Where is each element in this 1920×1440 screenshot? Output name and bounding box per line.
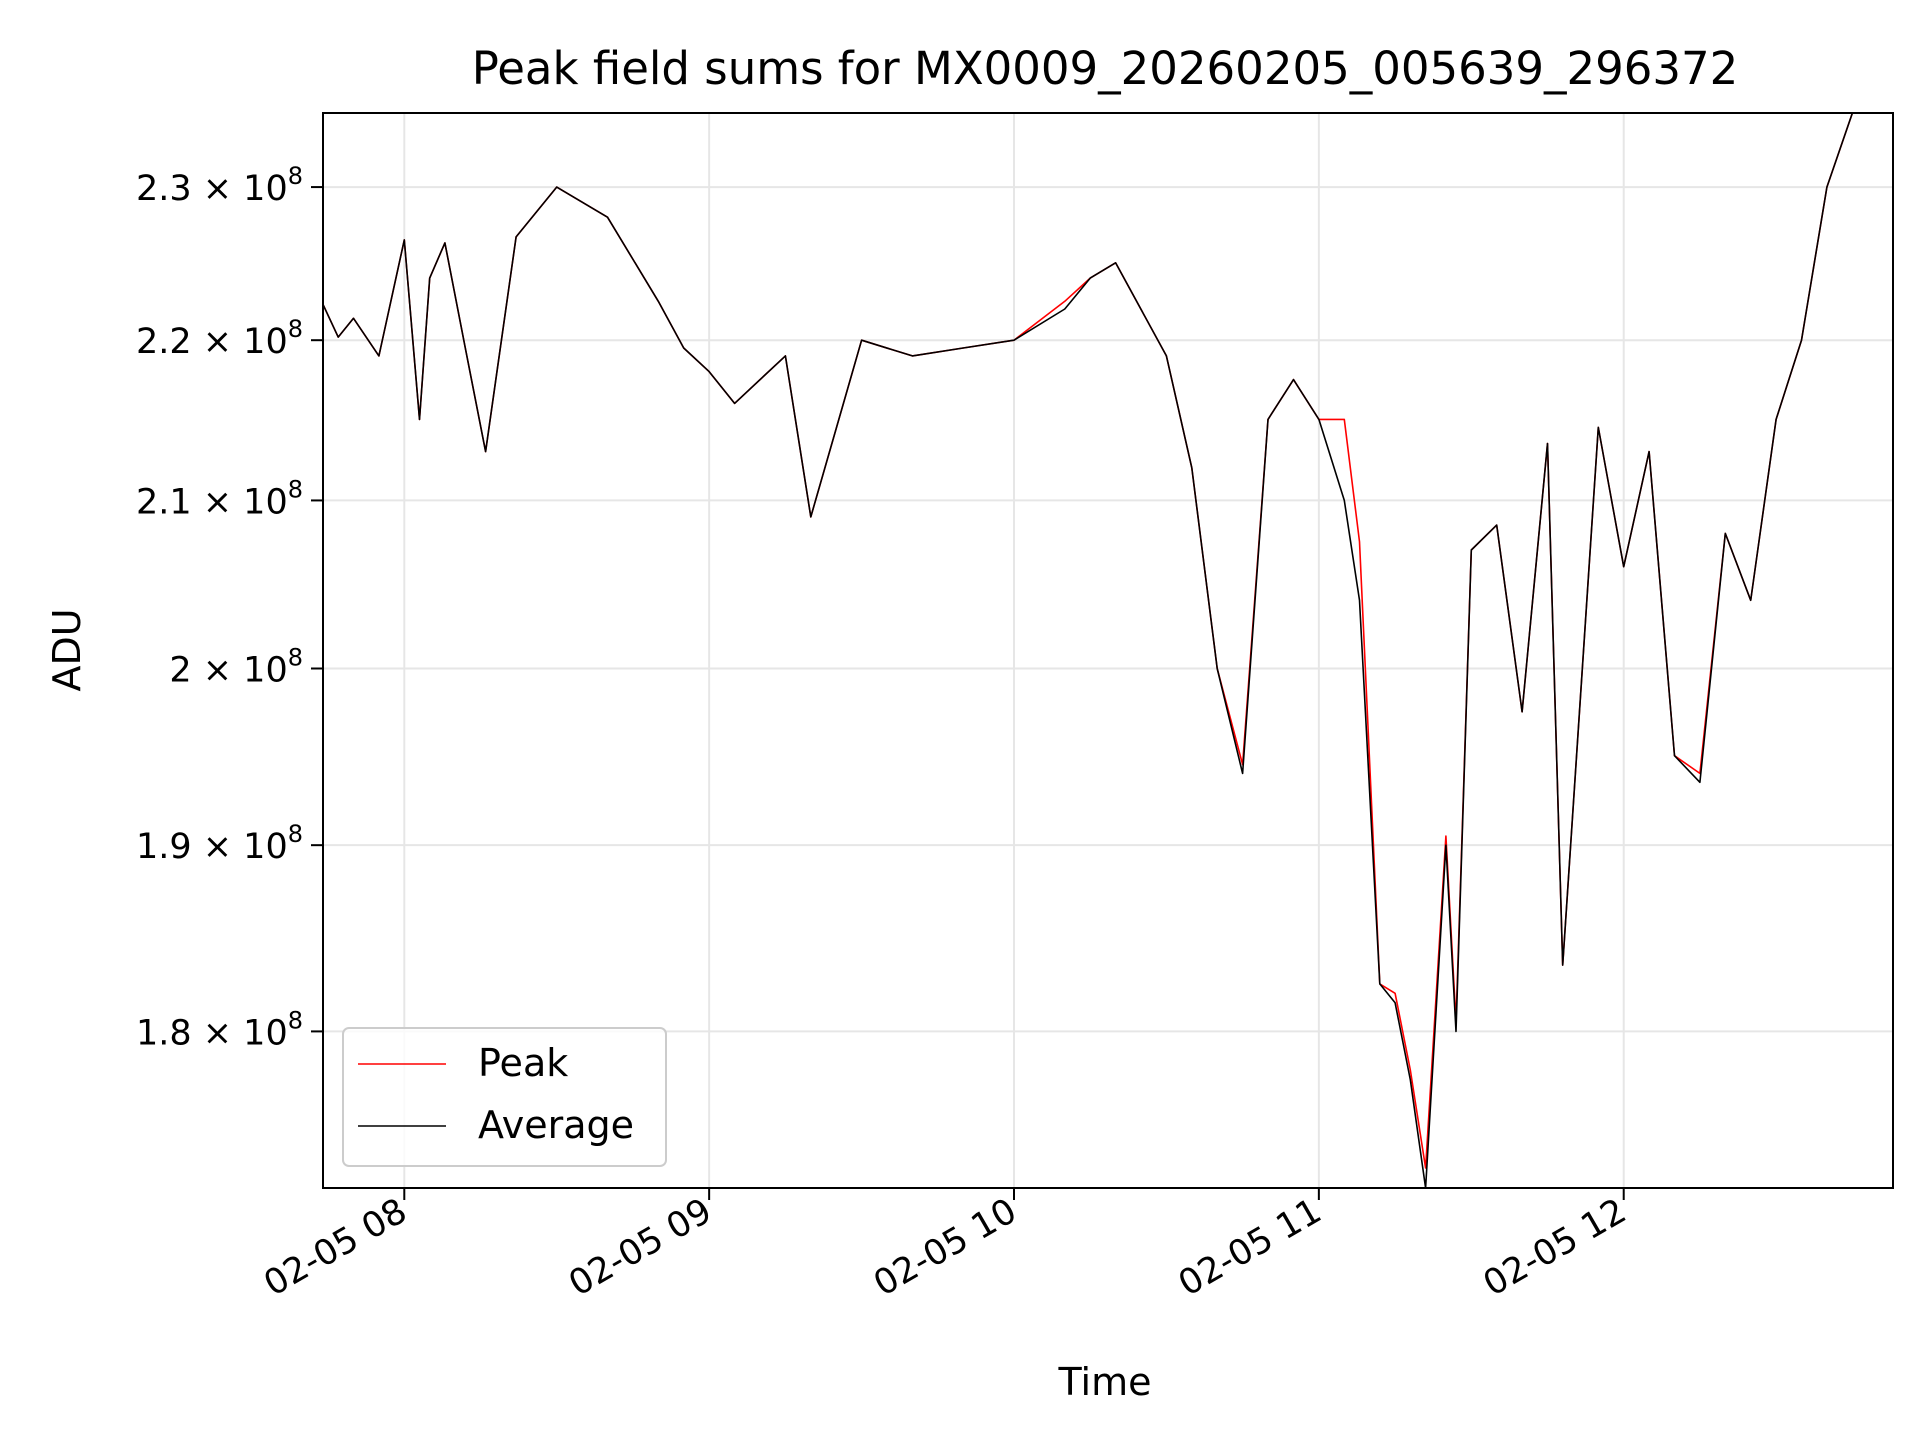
series-layer <box>322 112 1893 1189</box>
y-tick-label: 1.8 × 108 <box>136 1006 303 1053</box>
legend: Peak Average <box>342 1027 667 1167</box>
y-tick-label: 1.9 × 108 <box>136 820 303 867</box>
legend-box <box>342 1027 667 1167</box>
legend-label-peak: Peak <box>478 1041 568 1085</box>
legend-label-average: Average <box>478 1103 634 1147</box>
y-tick-label: 2.2 × 108 <box>136 315 303 362</box>
plot-area-frame <box>322 112 1894 1189</box>
y-tick-label: 2.3 × 108 <box>136 162 303 209</box>
y-tick-label: 2 × 108 <box>169 643 303 690</box>
y-tick-label: 2.1 × 108 <box>136 475 303 522</box>
y-axis-label: ADU <box>45 608 89 691</box>
grid <box>323 113 1893 1188</box>
y-axis: 1.8 × 108 1.9 × 108 2 × 108 2.1 × 108 2.2 × … <box>136 162 323 1053</box>
chart-title: Peak field sums for MX0009_20260205_0056… <box>472 42 1739 95</box>
x-axis-label: Time <box>1058 1360 1152 1404</box>
series-line-average <box>322 112 1893 1189</box>
